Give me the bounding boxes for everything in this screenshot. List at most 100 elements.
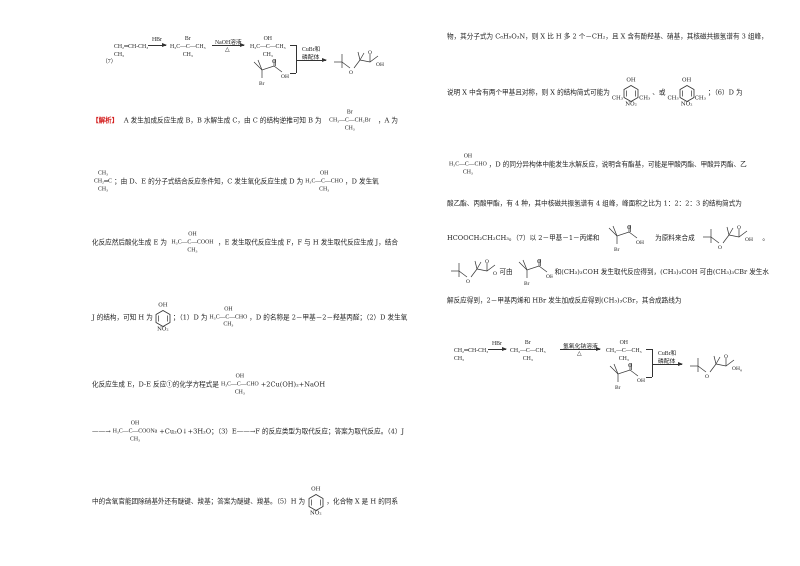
formula-top: CH₃: [97, 170, 109, 177]
text-run: 可由: [499, 267, 513, 276]
text-line: 【解析】 A 发生加成反应生成 B，B 水解生成 C，由 C 的结构逆推可知 B …: [92, 109, 398, 132]
text-run: 酸乙酯、丙酸甲酯，有 4 种，其中核磁共振氢谱有 4 组峰，峰面积之比为 1：2…: [447, 199, 742, 208]
text-run: A 发生加成反应生成 B，B 水解生成 C，由 C 的结构逆推可知 B 为: [123, 116, 322, 125]
ring-top-substituent: OH: [158, 302, 168, 309]
formula-mid: H₃C—C—CH₃: [170, 43, 206, 50]
formula-bot: CH₃: [234, 388, 245, 395]
formula-top: OH: [224, 306, 233, 313]
ring-bottom-substituent: NO₂: [157, 326, 169, 332]
step-label: （7）: [102, 59, 117, 65]
ether-acid-skeletal-structure: O O OH: [334, 50, 384, 76]
bromo-acid-skeletal-structure: O OH Br: [518, 259, 553, 286]
text-line: CH₃ CH₂═C CH₃ ；由 D、E 的分子式结合反应条件知，C 发生氧化反应生成…: [92, 170, 379, 193]
ether-acid-skeletal-structure: O O OH: [451, 259, 497, 285]
text-run: 解反应得到，2－甲基丙烯和 HBr 发生加成反应得到(CH₃)₃CBr，其合成路…: [447, 296, 682, 305]
bracket-line: [652, 349, 653, 377]
reaction-arrow: [148, 43, 167, 48]
bromo-acid-skeletal-structure: O OH Br: [609, 363, 645, 390]
ring-left-substituent: CH₃: [667, 95, 679, 102]
text-line: 物，其分子式为 C₈H₉O₃N，则 X 比 H 多 2 个－CH₂，且 X 含有…: [447, 34, 768, 41]
text-run: 为原料来合成: [655, 233, 695, 242]
formula-bot: CH₃: [129, 435, 141, 442]
ether-o-label: O: [705, 374, 709, 380]
text-run: ，D 的名称是 2－甲基－2－羟基丙醛；（2）D 发生氧: [249, 313, 408, 322]
formula-mid: H₃C—C—COONa: [112, 428, 158, 435]
reagent-ligand: 磷配体: [302, 55, 320, 61]
ring-bottom-substituent: NO₂: [625, 101, 637, 107]
text-line: 化反应然后酸化生成 E 为 OH H₃C—C—COOH CH₃ ，E 发生取代反应生成 …: [92, 231, 398, 254]
structural-formula: Br CH₃—C—CH₂Br CH₃: [329, 109, 370, 132]
text-run: ，D 发生氧: [345, 177, 379, 186]
benzene-ring-icon: [623, 84, 639, 102]
bracket-line: [290, 73, 296, 74]
bromo-acid-skeletal-structure: O OH Br: [253, 59, 289, 86]
end-punctuation: 。: [740, 367, 746, 373]
reaction-arrow: [296, 58, 327, 63]
formula-mid: CH₃—C—CH₂Br: [329, 117, 371, 124]
formula-top: Br: [346, 109, 353, 116]
structural-formula: OH H₃C—C—CHO CH₃: [210, 306, 248, 329]
structural-formula: CH₃ CH₂═C CH₃: [94, 170, 112, 193]
text-run: ，A 为: [377, 116, 398, 125]
text-run: ，D 的同分异构体中能发生水解反应，说明含有酯基，可能是甲酸丙酯、甲酸异丙酯、乙: [488, 160, 747, 169]
formula-top: OH: [130, 420, 140, 427]
text-run: +2Cu(OH)₂+NaOH: [260, 380, 326, 389]
bracket-line: [646, 377, 652, 378]
formula-mid: H₃C—C—CHO: [220, 381, 259, 388]
formula-bot: CH₃: [319, 185, 330, 192]
text-run: 化反应然后酸化生成 E 为: [92, 238, 167, 247]
structural-formula: OH H₃C—C—CH₃ CH₃: [250, 36, 286, 59]
formula-bot: CH₃: [344, 124, 355, 131]
ring-right-substituent: CH₃: [694, 95, 706, 102]
benzene-ring-structure: OH CH₃ CH₃ NO₂: [667, 78, 706, 108]
text-run: ——→: [92, 427, 111, 436]
bracket-line: [296, 45, 297, 73]
formula-mid: H₃C—C—CHO: [449, 161, 487, 168]
text-run: ；（1）D 为: [172, 313, 208, 322]
formula-bot: CH₃: [262, 51, 273, 58]
structural-formula: OH CH₃—C—CH₃ CH₃: [606, 340, 642, 363]
text-run: 、或: [652, 88, 666, 97]
bromine-label: Br: [259, 81, 265, 86]
ring-row: [155, 309, 171, 327]
formula-bot: CH₃: [223, 321, 234, 328]
hydroxyl-label: OH: [745, 237, 753, 243]
bromine-label: Br: [615, 385, 621, 390]
text-line: HCOOCH₂CH₂CH₃。（7）以 2－甲基－1－丙烯和 O OH Br 为原料来合…: [447, 224, 769, 252]
formula-top: [454, 340, 455, 348]
formula-top: OH: [619, 340, 628, 346]
text-run: 和(CH₃)₃COH 发生取代反应得到，(CH₃)₃COH 可由(CH₃)₃CB…: [554, 267, 769, 276]
structural-formula: OH H₃C—C—COOH CH₃: [171, 231, 213, 254]
structural-formula: OH H₃C—C—CHO CH₃: [221, 373, 259, 396]
reagent-catalyst: CuBr和: [658, 351, 677, 357]
reagent-hbr: HBr: [492, 341, 502, 347]
reagent-ligand: 磷配体: [658, 359, 676, 365]
hydroxyl-label: OH: [637, 378, 645, 384]
ring-top-substituent: OH: [626, 77, 636, 84]
formula-bot: CH₃: [114, 51, 125, 58]
reaction-condition-heat: △: [577, 351, 582, 357]
hydroxyl-label: OH: [376, 62, 384, 68]
carbonyl-o-label: O: [737, 225, 741, 231]
ring-right-substituent: CH₃: [639, 95, 651, 102]
formula-bot: CH₃: [97, 185, 109, 192]
reagent-catalyst: CuBr和: [302, 47, 321, 53]
text-line: 解反应得到，2－甲基丙烯和 HBr 发生加成反应得到(CH₃)₃CBr，其合成路…: [447, 298, 769, 305]
formula-mid: H₃C—C—CHO: [209, 314, 248, 321]
ether-acid-skeletal-structure: O O OH: [690, 354, 740, 380]
ether-o-label: O: [349, 70, 353, 76]
carbonyl-o-label: O: [627, 225, 631, 231]
ether-acid-skeletal-structure: O O OH: [702, 225, 753, 251]
structural-formula: OH H₃C—C—COONa CH₃: [113, 420, 158, 443]
benzene-ring-structure: OH CH₃ CH₃ NO₂: [612, 77, 651, 108]
hydroxyl-label: OH: [281, 74, 289, 80]
formula-top: OH: [463, 153, 473, 160]
formula-mid: CH₂═CH-CH₃: [114, 43, 149, 50]
structural-formula: CH₂═CH-CH₃ CH₃: [114, 36, 148, 59]
formula-top: [114, 36, 115, 44]
formula-top: Br: [524, 340, 531, 346]
benzene-ring-icon: [155, 309, 171, 327]
benzene-ring-structure: OH NO₂: [155, 302, 171, 333]
structural-formula: OH H₃C—C—CHO CH₃: [449, 153, 487, 176]
